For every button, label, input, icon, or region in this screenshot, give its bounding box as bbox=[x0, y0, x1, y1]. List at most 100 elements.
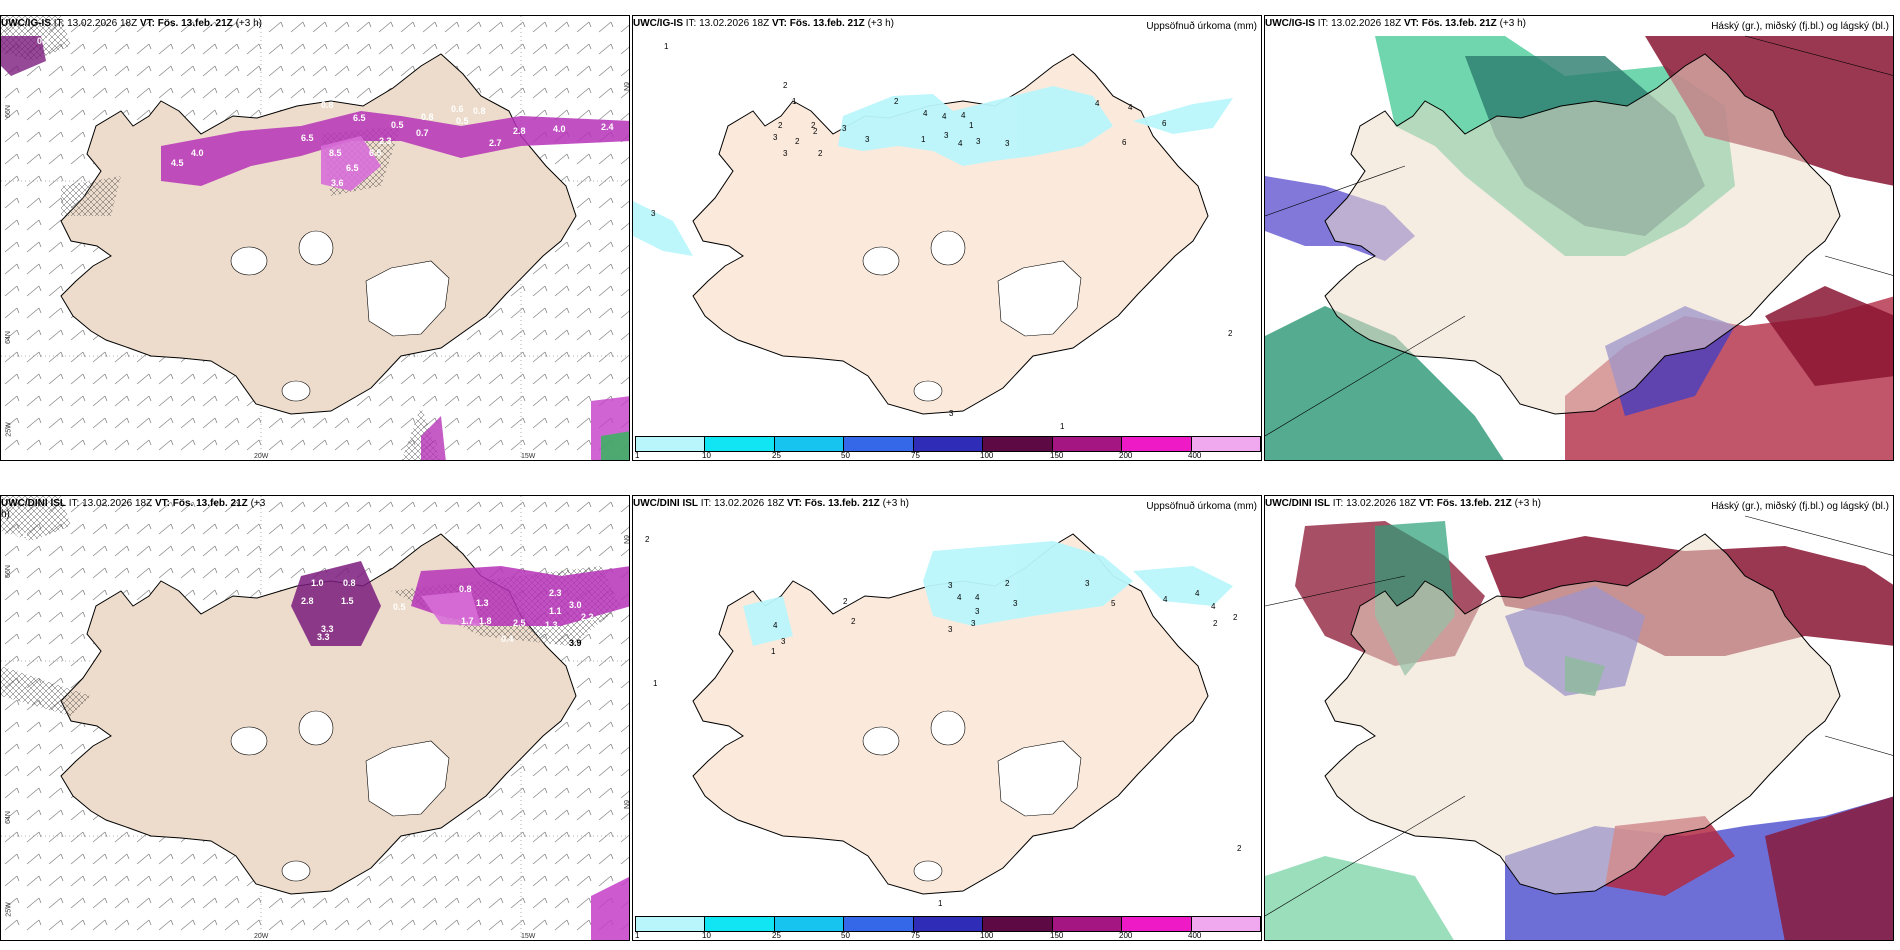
precip-value: 2 bbox=[1228, 329, 1233, 338]
lat-label: 64N bbox=[4, 811, 12, 824]
lat-label: 66N bbox=[4, 565, 12, 578]
precip-value: 0.8 bbox=[321, 100, 334, 110]
legend-swatch bbox=[1122, 917, 1192, 931]
glaciers bbox=[862, 230, 1082, 402]
legend-swatch bbox=[774, 917, 845, 931]
precip-value: 4 bbox=[773, 621, 778, 630]
legend-swatch bbox=[1191, 917, 1260, 931]
precip-value: 4 bbox=[961, 111, 966, 120]
panel-header: UWC/DINI ISL IT: 13.02.2026 18Z VT: Fös.… bbox=[1, 498, 266, 520]
precip-value: 3 bbox=[1085, 579, 1090, 588]
precip-value: 4 bbox=[1163, 595, 1168, 604]
lon-label: 25W bbox=[5, 422, 13, 437]
precip-value: 3 bbox=[949, 409, 954, 418]
precip-value: 4 bbox=[1195, 589, 1200, 598]
panel-ig-wind: UWC/IG-IS IT: 13.02.2026 18Z VT: Fös. 13… bbox=[0, 15, 630, 461]
precip-value: 0.5 bbox=[456, 116, 469, 126]
legend-label: 100 bbox=[980, 931, 994, 940]
precip-value: 2 bbox=[1233, 613, 1238, 622]
legend-swatch bbox=[1122, 437, 1192, 451]
precip-value: 2.8 bbox=[301, 596, 314, 606]
iceland-landmass bbox=[1324, 533, 1841, 895]
precip-value: 3 bbox=[1013, 599, 1018, 608]
precip-value: 3 bbox=[944, 131, 949, 140]
precip-value: 4.0 bbox=[553, 124, 566, 134]
legend-swatch bbox=[1191, 437, 1260, 451]
legend-label: 150 bbox=[1050, 451, 1064, 460]
lat-label: 6N bbox=[621, 800, 629, 809]
panel-header: UWC/IG-IS IT: 13.02.2026 18Z VT: Fös. 13… bbox=[633, 18, 894, 29]
precip-value: 2 bbox=[783, 81, 788, 90]
precip-value: 4 bbox=[958, 139, 963, 148]
map-precip: 1 2 1 2 2 2 3 3 2 2 4 3 2 1 4 3 4 1 3 4 … bbox=[633, 42, 1233, 431]
precip-value: 3.3 bbox=[317, 632, 330, 642]
precip-value: 4 bbox=[942, 112, 947, 121]
precip-value: 3 bbox=[948, 625, 953, 634]
precip-value: 2.2 bbox=[581, 612, 594, 622]
precip-magenta bbox=[291, 561, 629, 940]
precip-value: 2 bbox=[795, 137, 800, 146]
precip-value: 1 bbox=[1060, 422, 1065, 431]
precip-value: 3 bbox=[842, 124, 847, 133]
lat-label: 6N bbox=[621, 82, 629, 91]
map-clouds bbox=[1265, 35, 1893, 460]
precip-value: 4 bbox=[975, 593, 980, 602]
legend-label: 75 bbox=[911, 451, 920, 460]
precip-value: 1 bbox=[771, 647, 776, 656]
precip-value: 2 bbox=[1237, 844, 1242, 853]
legend-label: 50 bbox=[841, 451, 850, 460]
legend-labels: 1 10 25 50 75 100 150 200 400 bbox=[635, 931, 1261, 940]
precip-value: 2.3 bbox=[549, 588, 562, 598]
precip-value: 2 bbox=[645, 535, 650, 544]
precip-labels: 0.6 1.0 0.8 3.3 2.8 0.8 1.5 0.5 3.0 1.7 … bbox=[15, 531, 594, 648]
map-title: Uppsöfnuð úrkoma (mm) bbox=[1146, 21, 1257, 32]
legend-label: 1 bbox=[635, 451, 640, 460]
panel-ig-clouds: UWC/IG-IS IT: 13.02.2026 18Z VT: Fös. 13… bbox=[1264, 15, 1894, 461]
legend-label: 25 bbox=[772, 451, 781, 460]
precip-value: 5 bbox=[1111, 599, 1116, 608]
precip-value: 2.8 bbox=[513, 126, 526, 136]
precip-value: 1.1 bbox=[549, 606, 562, 616]
panel-header: UWC/IG-IS IT: 13.02.2026 18Z VT: Fös. 13… bbox=[1, 18, 262, 29]
panel-dini-wind: UWC/DINI ISL IT: 13.02.2026 18Z VT: Fös.… bbox=[0, 495, 630, 941]
fir-boundaries bbox=[1265, 515, 1893, 917]
legend-swatch bbox=[844, 437, 914, 451]
legend-swatch bbox=[1052, 437, 1123, 451]
precip-value: 2.3 bbox=[379, 136, 392, 146]
legend-swatch bbox=[636, 437, 706, 451]
precip-value: 4 bbox=[1128, 103, 1133, 112]
precip-value: 3 bbox=[773, 133, 778, 142]
legend-label: 10 bbox=[702, 451, 711, 460]
precip-value: 1 bbox=[664, 42, 669, 51]
precip-value: 2.7 bbox=[489, 138, 502, 148]
legend-swatch bbox=[705, 917, 775, 931]
map-title: Háský (gr.), miðský (fj.bl.) og lágský (… bbox=[1711, 501, 1889, 512]
panel-dini-clouds: UWC/DINI ISL IT: 13.02.2026 18Z VT: Fös.… bbox=[1264, 495, 1894, 941]
glaciers bbox=[862, 710, 1082, 882]
legend-label: 100 bbox=[980, 451, 994, 460]
lon-label: 20W bbox=[254, 453, 269, 460]
panel-header: UWC/DINI ISL IT: 13.02.2026 18Z VT: Fös.… bbox=[633, 498, 909, 509]
precip-value: 6.5 bbox=[301, 133, 314, 143]
precip-value: 4.0 bbox=[191, 148, 204, 158]
precip-value: 1 bbox=[653, 679, 658, 688]
precip-value: 2 bbox=[851, 617, 856, 626]
precip-value: 2 bbox=[843, 597, 848, 606]
precip-value: 3.9 bbox=[569, 638, 582, 648]
precip-value: 0.5 bbox=[391, 120, 404, 130]
legend-label: 150 bbox=[1050, 931, 1064, 940]
fir-boundaries bbox=[1265, 35, 1893, 437]
precip-fill bbox=[743, 541, 1233, 646]
precip-value: 2 bbox=[813, 127, 818, 136]
precip-value: 2 bbox=[778, 121, 783, 130]
precip-value: 3.6 bbox=[331, 178, 344, 188]
legend-labels: 1 10 25 50 75 100 150 200 400 bbox=[635, 451, 1261, 460]
legend-label: 400 bbox=[1188, 931, 1202, 940]
legend-swatch bbox=[913, 917, 984, 931]
precip-value: 1.7 bbox=[461, 616, 474, 626]
precip-value: 6 bbox=[1122, 138, 1127, 147]
precip-value: 1 bbox=[969, 121, 974, 130]
precip-value: 6.5 bbox=[353, 113, 366, 123]
precip-value: 1 bbox=[792, 97, 797, 106]
precip-fill bbox=[633, 86, 1233, 256]
